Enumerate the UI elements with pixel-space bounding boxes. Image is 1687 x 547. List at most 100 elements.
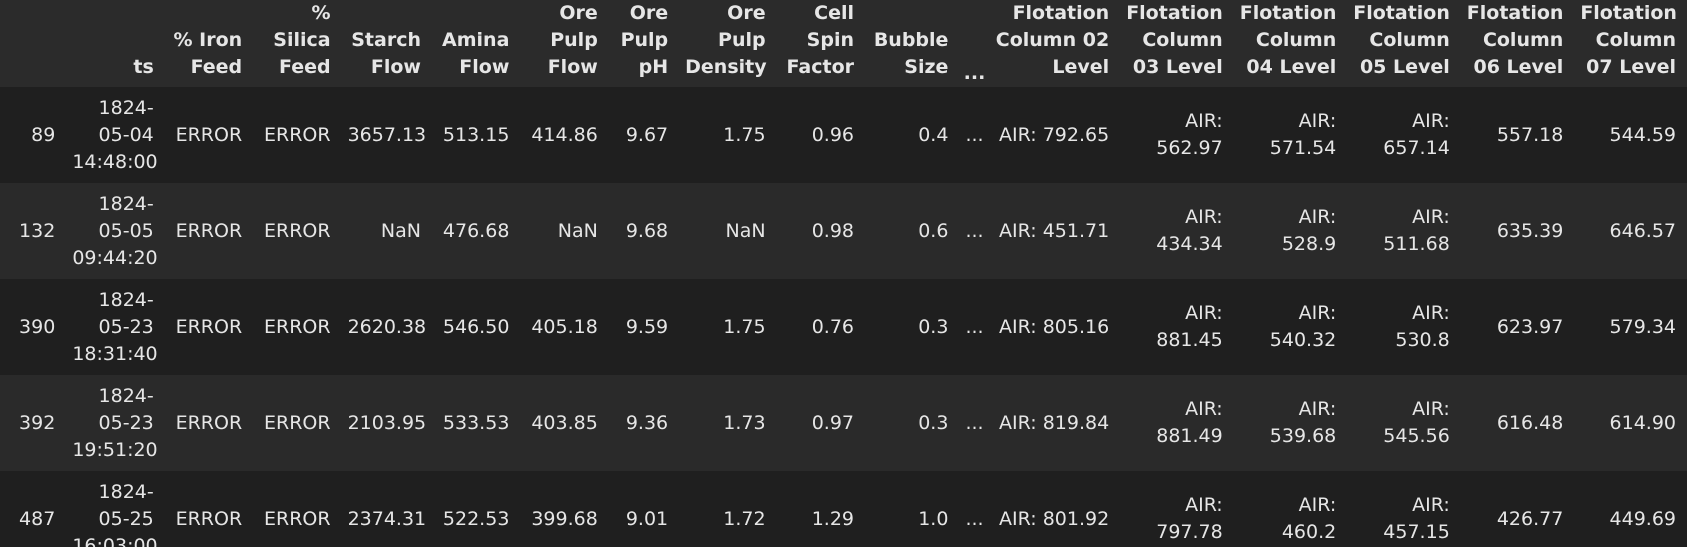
table-body: 89 1824-05-04 14:48:00 ERROR ERROR 3657.… xyxy=(0,87,1687,547)
row-index: 390 xyxy=(19,315,56,338)
cell-fc04-level: AIR: 460.2 xyxy=(1281,494,1337,543)
header-ellipsis: ... xyxy=(963,62,986,84)
cell-iron-feed: ERROR xyxy=(175,411,243,434)
cell-fc04-level: AIR: 528.9 xyxy=(1281,206,1337,255)
cell-ore-pulp-density: 1.72 xyxy=(723,507,766,530)
cell-silica-feed: ERROR xyxy=(264,123,331,146)
table-row: 132 1824-05-05 09:44:20 ERROR ERROR NaN … xyxy=(0,183,1687,279)
cell-amina-flow: 522.53 xyxy=(442,507,510,530)
cell-fc05-level: AIR: 545.56 xyxy=(1383,398,1450,447)
header-ore-pulp-flow: Ore Pulp Flow xyxy=(547,2,598,78)
cell-iron-feed: ERROR xyxy=(175,123,243,146)
header-starch-flow: Starch Flow xyxy=(351,29,421,78)
cell-ore-pulp-flow: 399.68 xyxy=(531,507,598,530)
cell-ellipsis: ... xyxy=(965,411,984,434)
cell-ellipsis: ... xyxy=(965,315,984,338)
header-bubble-size: Bubble Size xyxy=(873,29,949,78)
cell-starch-flow: NaN xyxy=(380,219,421,242)
cell-cell-spin-factor: 1.29 xyxy=(811,507,854,530)
header-fc06-level: Flotation Column 06 Level xyxy=(1466,2,1564,78)
table-row: 390 1824-05-23 18:31:40 ERROR ERROR 2620… xyxy=(0,279,1687,375)
header-fc05-level: Flotation Column 05 Level xyxy=(1353,2,1450,78)
cell-fc06-level: 557.18 xyxy=(1496,123,1564,146)
row-index: 392 xyxy=(19,411,56,434)
cell-fc03-level: AIR: 881.49 xyxy=(1156,398,1223,447)
cell-fc02-level: AIR: 805.16 xyxy=(999,315,1110,338)
row-index: 132 xyxy=(19,219,56,242)
table-row: 89 1824-05-04 14:48:00 ERROR ERROR 3657.… xyxy=(0,87,1687,183)
cell-fc04-level: AIR: 539.68 xyxy=(1269,398,1337,447)
cell-ore-pulp-ph: 9.59 xyxy=(625,315,669,338)
row-index: 89 xyxy=(31,123,56,146)
cell-bubble-size: 0.6 xyxy=(918,219,949,242)
cell-fc05-level: AIR: 530.8 xyxy=(1395,302,1450,351)
cell-ore-pulp-flow: 405.18 xyxy=(531,315,598,338)
cell-amina-flow: 533.53 xyxy=(442,411,510,434)
cell-ts: 1824-05-05 09:44:20 xyxy=(72,192,158,269)
cell-fc03-level: AIR: 562.97 xyxy=(1156,110,1223,159)
cell-ore-pulp-density: NaN xyxy=(725,219,766,242)
cell-fc06-level: 426.77 xyxy=(1496,507,1564,530)
cell-ellipsis: ... xyxy=(965,507,984,530)
cell-bubble-size: 0.3 xyxy=(918,315,949,338)
cell-silica-feed: ERROR xyxy=(264,315,331,338)
cell-bubble-size: 0.3 xyxy=(918,411,949,434)
cell-ore-pulp-flow: 414.86 xyxy=(531,123,598,146)
cell-ore-pulp-density: 1.73 xyxy=(723,411,766,434)
header-ore-pulp-density: Ore Pulp Density xyxy=(685,2,767,78)
cell-fc06-level: 635.39 xyxy=(1496,219,1564,242)
cell-fc05-level: AIR: 511.68 xyxy=(1383,206,1450,255)
cell-ore-pulp-ph: 9.68 xyxy=(625,219,669,242)
cell-ore-pulp-flow: 403.85 xyxy=(531,411,598,434)
cell-ts: 1824-05-25 16:03:00 xyxy=(72,480,158,547)
cell-ellipsis: ... xyxy=(965,123,984,146)
table-row: 392 1824-05-23 19:51:20 ERROR ERROR 2103… xyxy=(0,375,1687,471)
table-row: 487 1824-05-25 16:03:00 ERROR ERROR 2374… xyxy=(0,471,1687,547)
header-fc03-level: Flotation Column 03 Level xyxy=(1126,2,1223,78)
cell-fc06-level: 616.48 xyxy=(1496,411,1564,434)
cell-fc03-level: AIR: 881.45 xyxy=(1156,302,1223,351)
header-silica-feed: % Silica Feed xyxy=(273,2,331,78)
cell-silica-feed: ERROR xyxy=(264,219,331,242)
cell-silica-feed: ERROR xyxy=(264,411,331,434)
header-fc04-level: Flotation Column 04 Level xyxy=(1239,2,1337,78)
cell-fc03-level: AIR: 434.34 xyxy=(1156,206,1223,255)
header-iron-feed: % Iron Feed xyxy=(173,29,243,78)
header-fc02-level: Flotation Column 02 Level xyxy=(995,2,1110,78)
cell-fc07-level: 646.57 xyxy=(1609,219,1676,242)
cell-fc02-level: AIR: 819.84 xyxy=(999,411,1110,434)
cell-ts: 1824-05-04 14:48:00 xyxy=(72,96,158,173)
cell-fc04-level: AIR: 571.54 xyxy=(1269,110,1337,159)
cell-ore-pulp-density: 1.75 xyxy=(723,123,766,146)
cell-cell-spin-factor: 0.76 xyxy=(811,315,854,338)
cell-silica-feed: ERROR xyxy=(264,507,331,530)
header-fc07-level: Flotation Column 07 Level xyxy=(1580,2,1677,78)
cell-iron-feed: ERROR xyxy=(175,507,243,530)
cell-fc04-level: AIR: 540.32 xyxy=(1269,302,1337,351)
table-header: ts % Iron Feed % Silica Feed Starch Flow… xyxy=(0,0,1687,87)
cell-starch-flow: 2620.38 xyxy=(347,315,427,338)
cell-amina-flow: 513.15 xyxy=(442,123,510,146)
cell-cell-spin-factor: 0.97 xyxy=(811,411,854,434)
cell-ore-pulp-flow: NaN xyxy=(557,219,598,242)
cell-fc05-level: AIR: 657.14 xyxy=(1383,110,1450,159)
cell-ts: 1824-05-23 18:31:40 xyxy=(72,288,158,365)
header-amina-flow: Amina Flow xyxy=(442,29,510,78)
cell-iron-feed: ERROR xyxy=(175,315,243,338)
cell-cell-spin-factor: 0.96 xyxy=(811,123,854,146)
header-cell-spin-factor: Cell Spin Factor xyxy=(786,2,854,78)
cell-fc07-level: 544.59 xyxy=(1609,123,1676,146)
cell-ts: 1824-05-23 19:51:20 xyxy=(72,384,158,461)
cell-cell-spin-factor: 0.98 xyxy=(811,219,854,242)
cell-fc03-level: AIR: 797.78 xyxy=(1156,494,1223,543)
cell-fc07-level: 449.69 xyxy=(1609,507,1676,530)
cell-starch-flow: 2374.31 xyxy=(347,507,427,530)
cell-ore-pulp-density: 1.75 xyxy=(723,315,766,338)
cell-amina-flow: 476.68 xyxy=(442,219,510,242)
cell-starch-flow: 3657.13 xyxy=(347,123,427,146)
cell-ore-pulp-ph: 9.01 xyxy=(625,507,669,530)
cell-fc02-level: AIR: 792.65 xyxy=(999,123,1110,146)
cell-ore-pulp-ph: 9.36 xyxy=(625,411,669,434)
